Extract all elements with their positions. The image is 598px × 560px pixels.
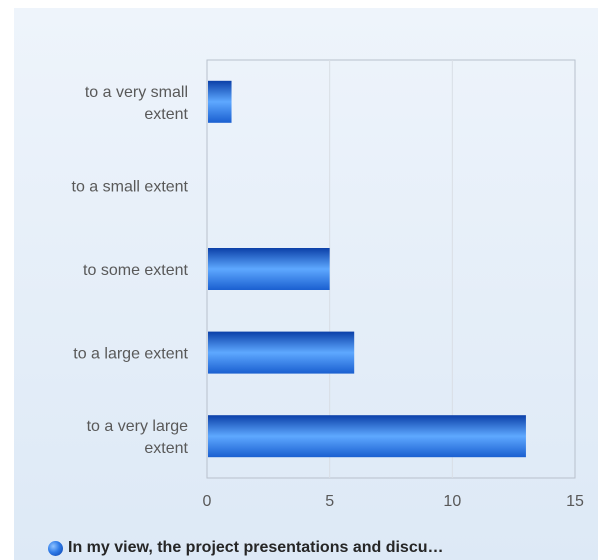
plot-area — [206, 59, 576, 479]
x-tick-label: 5 — [325, 493, 334, 510]
legend: In my view, the project presentations an… — [48, 536, 596, 560]
bars — [208, 80, 526, 458]
x-tick-label: 0 — [203, 493, 212, 510]
bar — [208, 248, 330, 290]
bar — [208, 415, 526, 458]
category-label: to a very small extent — [85, 84, 189, 123]
x-tick-labels: 0 5 10 15 — [203, 493, 584, 510]
category-labels: to a very small extent to a small extent to… — [72, 84, 189, 457]
x-tick-label: 10 — [443, 493, 461, 510]
category-label: to a very large extent — [87, 418, 189, 457]
legend-swatch-icon — [48, 540, 63, 556]
category-label: to some extent — [83, 262, 189, 279]
legend-label: In my view, the project presentations an… — [68, 539, 444, 556]
bar — [208, 331, 355, 374]
category-label: to a large extent — [73, 346, 188, 363]
category-label: to a small extent — [72, 178, 189, 195]
x-tick-label: 15 — [566, 493, 584, 510]
bar — [208, 80, 232, 123]
